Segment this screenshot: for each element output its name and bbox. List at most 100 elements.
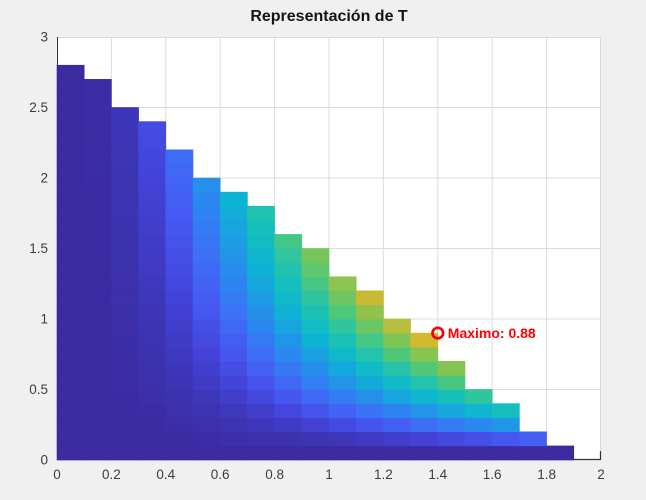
heatmap-cell: [274, 375, 303, 390]
heatmap-cell: [328, 445, 357, 461]
heatmap-cell: [192, 445, 221, 461]
heatmap-cell: [192, 403, 221, 418]
heatmap-cell: [192, 346, 221, 362]
heatmap-cell: [138, 346, 167, 362]
heatmap-cell: [138, 318, 167, 334]
heatmap-cell: [301, 276, 330, 292]
heatmap-cell: [83, 79, 112, 94]
heatmap-cell: [355, 332, 384, 348]
heatmap-cell: [138, 389, 167, 404]
heatmap-cell: [111, 318, 139, 334]
heatmap-cell: [56, 234, 85, 249]
heatmap-cell: [111, 375, 139, 390]
heatmap-cell: [328, 332, 357, 348]
heatmap-cell: [219, 304, 248, 320]
heatmap-cell: [301, 346, 330, 362]
heatmap-cell: [219, 431, 248, 447]
x-tick-label: 2: [597, 467, 605, 482]
heatmap-cell: [247, 318, 275, 334]
heatmap-cell: [138, 262, 167, 277]
heatmap-cell: [219, 220, 248, 235]
heatmap-cell: [355, 290, 384, 306]
heatmap-cell: [165, 417, 194, 433]
heatmap-cell: [56, 121, 85, 136]
heatmap-cell: [83, 290, 112, 306]
y-tick-label: 0: [40, 453, 48, 468]
heatmap-cell: [83, 177, 112, 193]
heatmap-cell: [410, 389, 439, 404]
heatmap-cell: [56, 93, 85, 108]
heatmap-cell: [56, 220, 85, 235]
heatmap-cell: [328, 290, 357, 306]
x-tick-label: 0.2: [102, 467, 121, 482]
y-tick-label: 2.5: [29, 100, 48, 115]
heatmap-cell: [111, 248, 139, 263]
heatmap-cell: [56, 346, 85, 362]
x-tick-label: 1: [325, 467, 333, 482]
x-tick-label: 1.8: [537, 467, 556, 482]
heatmap-cell: [192, 177, 221, 193]
heatmap-cell: [328, 318, 357, 334]
heatmap-cell: [111, 220, 139, 235]
heatmap-cell: [83, 361, 112, 376]
heatmap-cell: [138, 149, 167, 165]
heatmap-cell: [192, 290, 221, 306]
heatmap-cell: [165, 332, 194, 348]
heatmap-cell: [56, 389, 85, 404]
heatmap-cell: [274, 346, 303, 362]
heatmap-cell: [301, 431, 330, 447]
heatmap-cell: [165, 177, 194, 193]
heatmap-cell: [111, 403, 139, 418]
heatmap-cell: [355, 304, 384, 320]
heatmap-cell: [138, 304, 167, 320]
heatmap-cell: [383, 445, 411, 461]
heatmap-cell: [111, 234, 139, 249]
heatmap-cell: [301, 389, 330, 404]
heatmap-cell: [111, 417, 139, 433]
heatmap-cell: [355, 445, 384, 461]
heatmap-cell: [437, 389, 466, 404]
heatmap-cell: [437, 403, 466, 418]
heatmap-cell: [83, 191, 112, 207]
heatmap-cell: [410, 361, 439, 376]
heatmap-cell: [383, 431, 411, 447]
heatmap-cell: [165, 403, 194, 418]
heatmap-cell: [301, 417, 330, 433]
heatmap-cell: [274, 445, 303, 461]
heatmap-cell: [138, 163, 167, 179]
heatmap-cell: [274, 389, 303, 404]
heatmap-cell: [165, 389, 194, 404]
heatmap-cell: [165, 191, 194, 207]
heatmap-cell: [138, 121, 167, 136]
heatmap-cell: [165, 220, 194, 235]
heatmap-cell: [328, 361, 357, 376]
heatmap-cell: [56, 361, 85, 376]
heatmap-cell: [247, 205, 275, 221]
heatmap-cell: [165, 248, 194, 263]
heatmap-cell: [301, 304, 330, 320]
heatmap-cell: [83, 318, 112, 334]
heatmap-cell: [219, 234, 248, 249]
heatmap-cell: [410, 445, 439, 461]
maximum-label: Maximo: 0.88: [448, 325, 536, 341]
heatmap-cell: [138, 375, 167, 390]
heatmap-cell: [56, 205, 85, 221]
heatmap-cell: [111, 304, 139, 320]
heatmap-cell: [328, 389, 357, 404]
heatmap-cell: [83, 205, 112, 221]
heatmap-cell: [138, 445, 167, 461]
heatmap-cell: [111, 389, 139, 404]
heatmap-cell: [192, 220, 221, 235]
heatmap-cell: [355, 403, 384, 418]
heatmap-cell: [219, 445, 248, 461]
heatmap-cell: [111, 361, 139, 376]
heatmap-cell: [301, 361, 330, 376]
heatmap-cell: [83, 417, 112, 433]
heatmap-cell: [274, 318, 303, 334]
heatmap-cell: [328, 304, 357, 320]
heatmap-cell: [83, 93, 112, 108]
heatmap-cell: [355, 346, 384, 362]
heatmap-cell: [83, 107, 112, 122]
heatmap-cell: [247, 389, 275, 404]
heatmap-cell: [247, 290, 275, 306]
